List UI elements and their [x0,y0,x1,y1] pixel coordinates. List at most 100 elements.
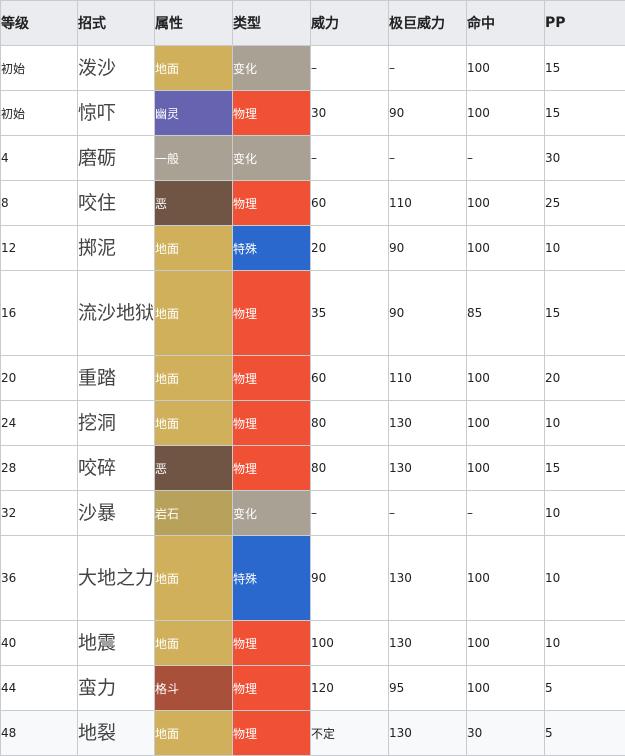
header-move: 招式 [77,0,155,46]
type-cell[interactable]: 恶 [154,180,233,226]
max-power-cell: 130 [388,400,467,446]
header-category: 类型 [232,0,311,46]
category-cell[interactable]: 物理 [232,90,311,136]
power-cell: 20 [310,225,389,271]
table-row: 48 地裂 地面 物理 不定 130 30 5 [0,710,625,756]
header-accuracy: 命中 [466,0,545,46]
type-cell[interactable]: 地面 [154,400,233,446]
type-cell[interactable]: 地面 [154,45,233,91]
table-header-row: 等级 招式 属性 类型 威力 极巨威力 命中 PP [0,0,625,46]
type-cell[interactable]: 幽灵 [154,90,233,136]
level-cell: 16 [0,270,78,356]
type-cell[interactable]: 格斗 [154,665,233,711]
accuracy-cell: 85 [466,270,545,356]
category-cell[interactable]: 物理 [232,400,311,446]
max-power-cell: 90 [388,270,467,356]
accuracy-cell: 100 [466,45,545,91]
header-level: 等级 [0,0,78,46]
table-row: 4 磨砺 一般 变化 – – –30 [0,135,625,181]
pp-cell: 5 [544,710,625,756]
table-row: 12 掷泥 地面 特殊 20 90 100 10 [0,225,625,271]
table-row: 36 大地之力 地面 特殊 90 130 100 10 [0,535,625,621]
type-cell[interactable]: 地面 [154,620,233,666]
table-row: 32 沙暴 岩石 变化 – – –10 [0,490,625,536]
move-name-link[interactable]: 咬住 [77,180,155,226]
accuracy-cell: 100 [466,90,545,136]
move-name-link[interactable]: 沙暴 [77,490,155,536]
accuracy-cell: 100 [466,665,545,711]
pp-cell: 10 [544,400,625,446]
category-cell[interactable]: 变化 [232,135,311,181]
table-body: 初始 泼沙 地面 变化 – –100 15 初始 惊吓 幽灵 物理 30 90 100 15 4 磨砺 一般 变化 –… [0,45,625,756]
accuracy-cell: 30 [466,710,545,756]
table-row: 44 蛮力 格斗 物理 120 95 100 5 [0,665,625,711]
header-type: 属性 [154,0,233,46]
move-name-link[interactable]: 重踏 [77,355,155,401]
move-name-link[interactable]: 掷泥 [77,225,155,271]
category-cell[interactable]: 物理 [232,445,311,491]
category-cell[interactable]: 变化 [232,45,311,91]
pp-cell: 5 [544,665,625,711]
max-power-cell: – [388,45,467,91]
type-cell[interactable]: 地面 [154,355,233,401]
category-cell[interactable]: 特殊 [232,225,311,271]
type-cell[interactable]: 地面 [154,225,233,271]
power-cell: – [310,490,389,536]
category-cell[interactable]: 物理 [232,355,311,401]
power-cell: – [310,45,389,91]
category-cell[interactable]: 物理 [232,620,311,666]
table-row: 20 重踏 地面 物理 60 110 100 20 [0,355,625,401]
move-name-link[interactable]: 蛮力 [77,665,155,711]
max-power-cell: – [388,490,467,536]
category-cell[interactable]: 特殊 [232,535,311,621]
max-power-cell: 130 [388,535,467,621]
pp-cell: 10 [544,225,625,271]
category-cell[interactable]: 物理 [232,180,311,226]
pp-cell: 30 [544,135,625,181]
move-name-link[interactable]: 咬碎 [77,445,155,491]
power-cell: 90 [310,535,389,621]
move-name-link[interactable]: 流沙地狱 [77,270,155,356]
type-cell[interactable]: 地面 [154,270,233,356]
move-name-link[interactable]: 磨砺 [77,135,155,181]
accuracy-cell: 100 [466,620,545,666]
accuracy-cell: 100 [466,535,545,621]
category-cell[interactable]: 变化 [232,490,311,536]
move-name-link[interactable]: 地震 [77,620,155,666]
move-name-link[interactable]: 泼沙 [77,45,155,91]
power-cell: 60 [310,355,389,401]
table-row: 24 挖洞 地面 物理 80 130 100 10 [0,400,625,446]
move-name-link[interactable]: 惊吓 [77,90,155,136]
category-cell[interactable]: 物理 [232,710,311,756]
max-power-cell: 110 [388,355,467,401]
type-cell[interactable]: 地面 [154,710,233,756]
table-row: 16 流沙地狱 地面 物理 35 90 85 15 [0,270,625,356]
accuracy-cell: 100 [466,445,545,491]
move-name-link[interactable]: 挖洞 [77,400,155,446]
type-cell[interactable]: 一般 [154,135,233,181]
power-cell: 100 [310,620,389,666]
type-cell[interactable]: 恶 [154,445,233,491]
power-cell: 60 [310,180,389,226]
move-name-link[interactable]: 地裂 [77,710,155,756]
category-cell[interactable]: 物理 [232,270,311,356]
table-row: 28 咬碎恶物理 80 130 100 15 [0,445,625,491]
table-row: 8 咬住恶物理 60 110 100 25 [0,180,625,226]
type-cell[interactable]: 岩石 [154,490,233,536]
level-cell: 初始 [0,90,78,136]
max-power-cell: 130 [388,445,467,491]
level-cell: 28 [0,445,78,491]
level-cell: 4 [0,135,78,181]
move-name-link[interactable]: 大地之力 [77,535,155,621]
power-cell: 不定 [310,710,389,756]
category-cell[interactable]: 物理 [232,665,311,711]
accuracy-cell: 100 [466,355,545,401]
type-cell[interactable]: 地面 [154,535,233,621]
table-row: 初始 惊吓 幽灵 物理 30 90 100 15 [0,90,625,136]
header-pp: PP [544,0,625,46]
level-cell: 初始 [0,45,78,91]
max-power-cell: 130 [388,620,467,666]
level-cell: 36 [0,535,78,621]
level-cell: 12 [0,225,78,271]
